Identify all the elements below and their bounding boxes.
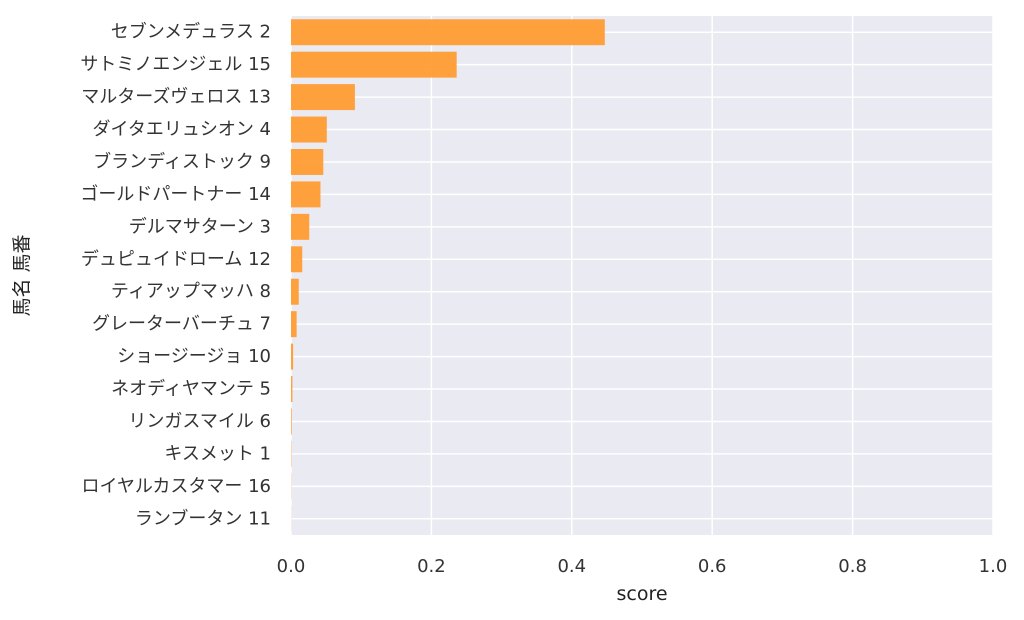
x-axis-label: score [616, 583, 667, 605]
bar [291, 116, 327, 143]
y-axis-label: 馬名 馬番 [11, 234, 33, 316]
y-tick-label: キスメット 1 [164, 443, 271, 464]
bar [291, 246, 303, 273]
y-tick-label: マルターズヴェロス 13 [81, 87, 271, 108]
y-tick-label: ティアップマッハ 8 [111, 281, 271, 302]
y-tick-label: デュピュイドローム 12 [81, 249, 271, 270]
bar [291, 84, 355, 111]
bar [291, 213, 310, 240]
x-tick-label: 0.8 [838, 556, 867, 577]
bars [291, 19, 605, 532]
bar [291, 376, 293, 403]
x-tick-label: 0.0 [277, 556, 306, 577]
bar [291, 343, 294, 370]
bar [291, 148, 324, 175]
x-tick-label: 0.2 [417, 556, 446, 577]
x-tick-label: 0.4 [557, 556, 586, 577]
bar [291, 311, 297, 338]
bar [291, 51, 457, 78]
y-tick-label: デルマサターン 3 [129, 216, 271, 237]
y-tick-label: ランブータン 11 [135, 507, 271, 529]
x-tick-label: 0.6 [698, 556, 727, 577]
grid-lines [290, 16, 994, 535]
y-tick-label: ブランディストック 9 [93, 150, 271, 172]
y-tick-label: ダイタエリュシオン 4 [93, 119, 271, 140]
bar [291, 19, 605, 46]
plot-background [291, 16, 993, 535]
y-tick-label: リンガスマイル 6 [128, 411, 271, 432]
x-tick-label: 1.0 [979, 556, 1008, 577]
y-tick-label: グレーターバーチュ 7 [92, 314, 271, 335]
y-tick-label: ゴールドパートナー 14 [80, 184, 271, 205]
y-tick-label: セブンメデュラス 2 [111, 21, 271, 43]
x-tick-labels: 0.0 0.2 0.4 0.6 0.8 1.0 [277, 556, 1008, 577]
y-tick-label: サトミノエンジェル 15 [80, 54, 271, 75]
bar [291, 278, 299, 305]
y-tick-label: ショージージョ 10 [117, 346, 271, 367]
y-tick-labels: セブンメデュラス 2 サトミノエンジェル 15 マルターズヴェロス 13 ダイタエリュ… [80, 21, 271, 530]
y-tick-label: ロイヤルカスタマー 16 [81, 476, 271, 497]
bar [291, 181, 321, 208]
y-tick-label: ネオディヤマンテ 5 [111, 379, 271, 400]
bar [291, 408, 292, 435]
